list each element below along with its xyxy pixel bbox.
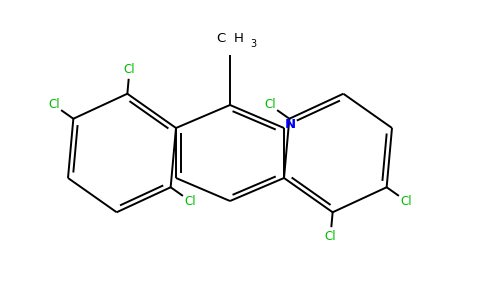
Text: C: C [217,32,226,45]
Text: Cl: Cl [124,63,136,76]
Text: Cl: Cl [184,195,196,208]
Text: Cl: Cl [400,195,412,208]
Text: Cl: Cl [264,98,275,111]
Text: Cl: Cl [48,98,60,111]
Text: H: H [234,32,244,45]
Text: 3: 3 [250,39,256,49]
Text: N: N [285,118,296,130]
Text: Cl: Cl [325,230,336,243]
